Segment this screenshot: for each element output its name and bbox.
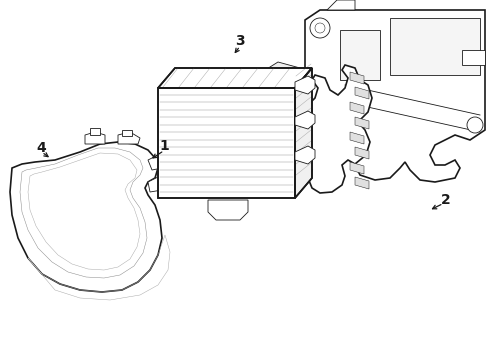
Circle shape: [249, 114, 261, 126]
Polygon shape: [158, 68, 312, 88]
Polygon shape: [118, 132, 140, 144]
Polygon shape: [10, 142, 162, 292]
Polygon shape: [355, 177, 369, 189]
Polygon shape: [350, 162, 364, 174]
Text: 4: 4: [37, 141, 47, 154]
Polygon shape: [248, 82, 262, 108]
Polygon shape: [208, 200, 248, 220]
Polygon shape: [462, 50, 485, 65]
Polygon shape: [262, 82, 278, 108]
Text: 1: 1: [159, 139, 169, 153]
Polygon shape: [158, 88, 295, 198]
Circle shape: [264, 117, 286, 139]
Circle shape: [467, 117, 483, 133]
Polygon shape: [350, 132, 364, 144]
Circle shape: [315, 23, 325, 33]
Polygon shape: [148, 155, 165, 170]
Polygon shape: [340, 30, 380, 80]
Circle shape: [341, 123, 355, 137]
Polygon shape: [202, 65, 372, 193]
Circle shape: [290, 130, 300, 140]
Circle shape: [270, 122, 280, 134]
Circle shape: [223, 96, 247, 120]
Polygon shape: [90, 128, 100, 135]
Polygon shape: [295, 68, 312, 198]
Polygon shape: [327, 0, 355, 10]
Polygon shape: [305, 10, 485, 182]
Polygon shape: [355, 147, 369, 159]
Polygon shape: [390, 18, 480, 75]
Polygon shape: [295, 76, 315, 94]
Polygon shape: [350, 102, 364, 114]
Polygon shape: [122, 130, 132, 136]
Polygon shape: [295, 146, 315, 164]
Polygon shape: [148, 177, 165, 192]
Polygon shape: [355, 117, 369, 129]
Text: 3: 3: [235, 35, 245, 48]
Circle shape: [244, 109, 266, 131]
Circle shape: [229, 102, 241, 114]
Polygon shape: [355, 87, 369, 99]
Polygon shape: [262, 62, 300, 88]
Text: 2: 2: [441, 193, 451, 207]
Circle shape: [285, 125, 305, 145]
Polygon shape: [350, 72, 364, 84]
Circle shape: [310, 18, 330, 38]
Polygon shape: [295, 111, 315, 129]
Polygon shape: [85, 132, 105, 144]
